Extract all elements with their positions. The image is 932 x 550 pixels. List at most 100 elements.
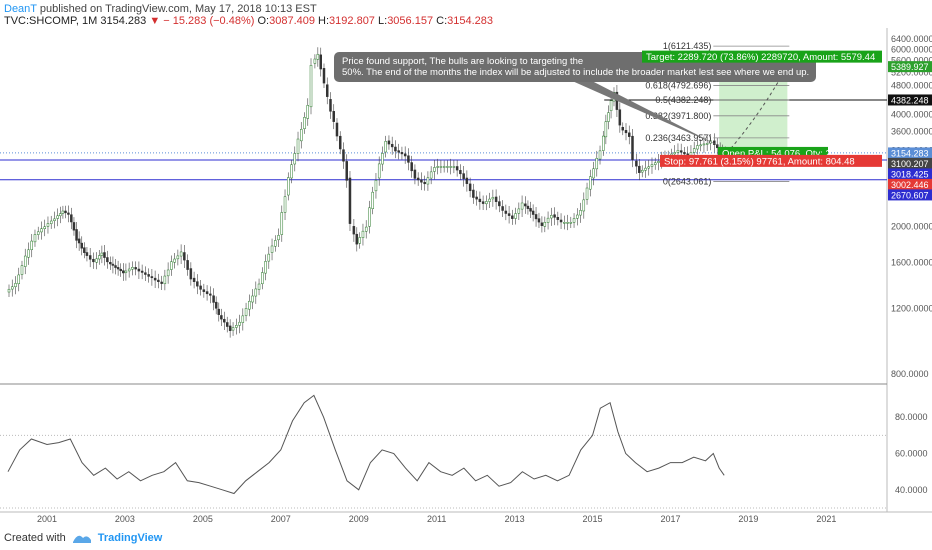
candle-body bbox=[514, 213, 517, 219]
candle-body bbox=[332, 111, 335, 122]
candle-body bbox=[61, 210, 65, 214]
candle-body bbox=[309, 65, 313, 108]
candle-body bbox=[692, 148, 696, 153]
candle-body bbox=[228, 325, 232, 331]
candle-body bbox=[257, 283, 261, 290]
candle-body bbox=[553, 214, 556, 218]
candle-body bbox=[88, 255, 92, 260]
candle-body bbox=[679, 150, 683, 153]
candle-body bbox=[498, 201, 501, 207]
candle-body bbox=[589, 176, 592, 190]
brand-name[interactable]: TradingView bbox=[97, 532, 163, 544]
target-label: Target: 2289.720 (73.86%) 2289720, Amoun… bbox=[646, 52, 875, 63]
candle-body bbox=[119, 268, 122, 272]
candle-body bbox=[179, 251, 183, 257]
time-tick-label: 2019 bbox=[738, 514, 758, 524]
candle-body bbox=[241, 315, 245, 323]
candle-body bbox=[225, 322, 229, 327]
candle-body bbox=[220, 315, 223, 320]
candle-body bbox=[705, 143, 709, 145]
target-label-box[interactable] bbox=[642, 50, 882, 63]
candle-body bbox=[517, 208, 521, 214]
candle-body bbox=[550, 215, 553, 219]
candle-body bbox=[338, 135, 342, 150]
candle-body bbox=[27, 249, 30, 258]
candle-body bbox=[676, 150, 680, 153]
candle-body bbox=[303, 117, 306, 129]
candle-body bbox=[540, 222, 544, 226]
candle-body bbox=[472, 189, 475, 198]
candle-body bbox=[520, 202, 524, 210]
candle-body bbox=[267, 253, 271, 262]
candle-body bbox=[371, 191, 374, 209]
candle-body bbox=[157, 279, 160, 283]
candle-body bbox=[442, 166, 446, 168]
candle-body bbox=[566, 222, 569, 224]
price-badge bbox=[888, 147, 932, 159]
rsi-tick-label: 60.0000 bbox=[895, 449, 928, 459]
time-tick-label: 2007 bbox=[271, 514, 291, 524]
candle-body bbox=[355, 233, 359, 245]
candle-body bbox=[235, 325, 238, 328]
down-arrow-icon: ▼ bbox=[149, 15, 161, 27]
candle-body bbox=[394, 146, 397, 152]
candle-body bbox=[270, 245, 274, 253]
candle-body bbox=[244, 308, 248, 316]
candle-body bbox=[598, 150, 602, 160]
candle-body bbox=[465, 177, 469, 184]
price-tick-label: 1600.0000 bbox=[891, 257, 932, 267]
candle-body bbox=[80, 242, 83, 249]
stop-label-box[interactable] bbox=[660, 154, 882, 167]
candle-body bbox=[153, 277, 157, 281]
open-label: O: bbox=[257, 15, 270, 27]
candle-body bbox=[397, 150, 400, 153]
price-badge-label: 3100.207 bbox=[891, 159, 929, 169]
candle-body bbox=[702, 143, 706, 146]
author-name[interactable]: DeanT bbox=[4, 3, 37, 15]
candle-body bbox=[640, 169, 644, 173]
candle-body bbox=[628, 132, 631, 137]
candle-body bbox=[529, 208, 532, 212]
candle-body bbox=[287, 177, 290, 196]
time-tick-label: 2005 bbox=[193, 514, 213, 524]
candle-body bbox=[176, 255, 180, 260]
candle-body bbox=[534, 214, 538, 220]
candle-body bbox=[569, 222, 573, 224]
candle-body bbox=[358, 237, 361, 244]
candle-body bbox=[501, 206, 504, 211]
candle-body bbox=[390, 143, 394, 148]
candle-body bbox=[602, 135, 605, 151]
candle-body bbox=[504, 210, 508, 214]
candle-body bbox=[163, 275, 167, 285]
time-tick-label: 2011 bbox=[427, 514, 446, 524]
candle-body bbox=[264, 261, 267, 274]
tradingview-logo-icon bbox=[72, 535, 91, 543]
candle-body bbox=[46, 223, 50, 227]
candle-body bbox=[98, 255, 101, 260]
price-tick-label: 2000.0000 bbox=[891, 221, 932, 231]
price-badge-label: 5389.927 bbox=[891, 62, 929, 72]
candle-body bbox=[572, 218, 576, 223]
callout-pointer bbox=[570, 80, 722, 147]
candle-body bbox=[30, 240, 33, 251]
time-tick-label: 2013 bbox=[505, 514, 525, 524]
candle-body bbox=[131, 267, 134, 270]
candle-body bbox=[261, 272, 264, 285]
candle-body bbox=[377, 163, 381, 179]
candle-body bbox=[478, 198, 482, 203]
candle-body bbox=[173, 258, 176, 263]
candle-body bbox=[462, 173, 465, 179]
candle-body bbox=[293, 153, 297, 165]
candle-body bbox=[618, 109, 622, 126]
candle-body bbox=[348, 177, 352, 224]
price-tick-label: 4000.0000 bbox=[891, 110, 932, 120]
close-label: C: bbox=[436, 15, 448, 27]
fib-level-label: 1(6121.435) bbox=[663, 41, 712, 51]
high-value: 3192.807 bbox=[329, 15, 375, 27]
candle-body bbox=[92, 258, 95, 263]
candle-body bbox=[595, 157, 599, 170]
candle-body bbox=[413, 169, 417, 179]
pnl-label: Open P&L: 54.076, Qty: 2 bbox=[722, 148, 831, 159]
candle-body bbox=[475, 196, 478, 200]
